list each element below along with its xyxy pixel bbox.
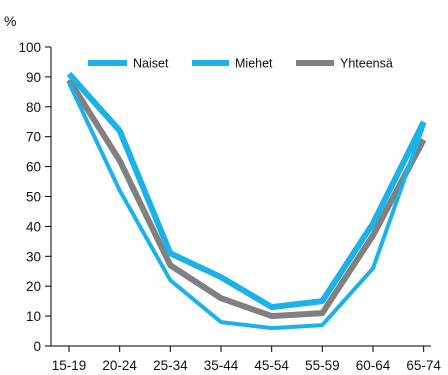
x-tick-label: 45-54 [254, 358, 289, 373]
y-tick-label: 50 [26, 190, 41, 205]
x-tick-label: 20-24 [102, 358, 137, 373]
y-tick-label: 0 [33, 339, 41, 354]
y-tick-label: 60 [26, 160, 41, 175]
x-tick-label: 65-74 [406, 358, 441, 373]
y-tick-label: 90 [26, 70, 41, 85]
y-tick-label: 10 [26, 309, 41, 324]
y-tick-label: 30 [26, 249, 41, 264]
legend-label-miehet: Miehet [235, 57, 273, 71]
y-tick-label: 20 [26, 279, 41, 294]
y-axis-unit-label: % [4, 13, 16, 29]
y-tick-label: 40 [26, 219, 41, 234]
legend-background [80, 52, 421, 74]
x-tick-label: 35-44 [204, 358, 239, 373]
y-tick-label: 70 [26, 130, 41, 145]
plot-lines [66, 71, 427, 331]
x-axis: 15-19 20-24 25-34 35-44 45-54 55-59 60-64 65-74 [51, 345, 441, 373]
y-axis: 0 10 20 30 40 50 60 70 80 90 100 [18, 40, 52, 354]
x-tick-label: 15-19 [52, 358, 87, 373]
series-line-yhteensä [66, 78, 427, 320]
x-tick-label: 55-59 [305, 358, 340, 373]
legend: Naiset Miehet Yhteensä [80, 52, 421, 74]
y-tick-label: 80 [26, 100, 41, 115]
legend-label-naiset: Naiset [133, 57, 169, 71]
series-line-miehet [67, 82, 426, 331]
y-tick-label: 100 [18, 40, 41, 55]
x-tick-label: 60-64 [356, 358, 391, 373]
x-tick-label: 25-34 [153, 358, 188, 373]
series-line-naiset [66, 71, 427, 311]
legend-label-yhteensä: Yhteensä [340, 57, 393, 71]
